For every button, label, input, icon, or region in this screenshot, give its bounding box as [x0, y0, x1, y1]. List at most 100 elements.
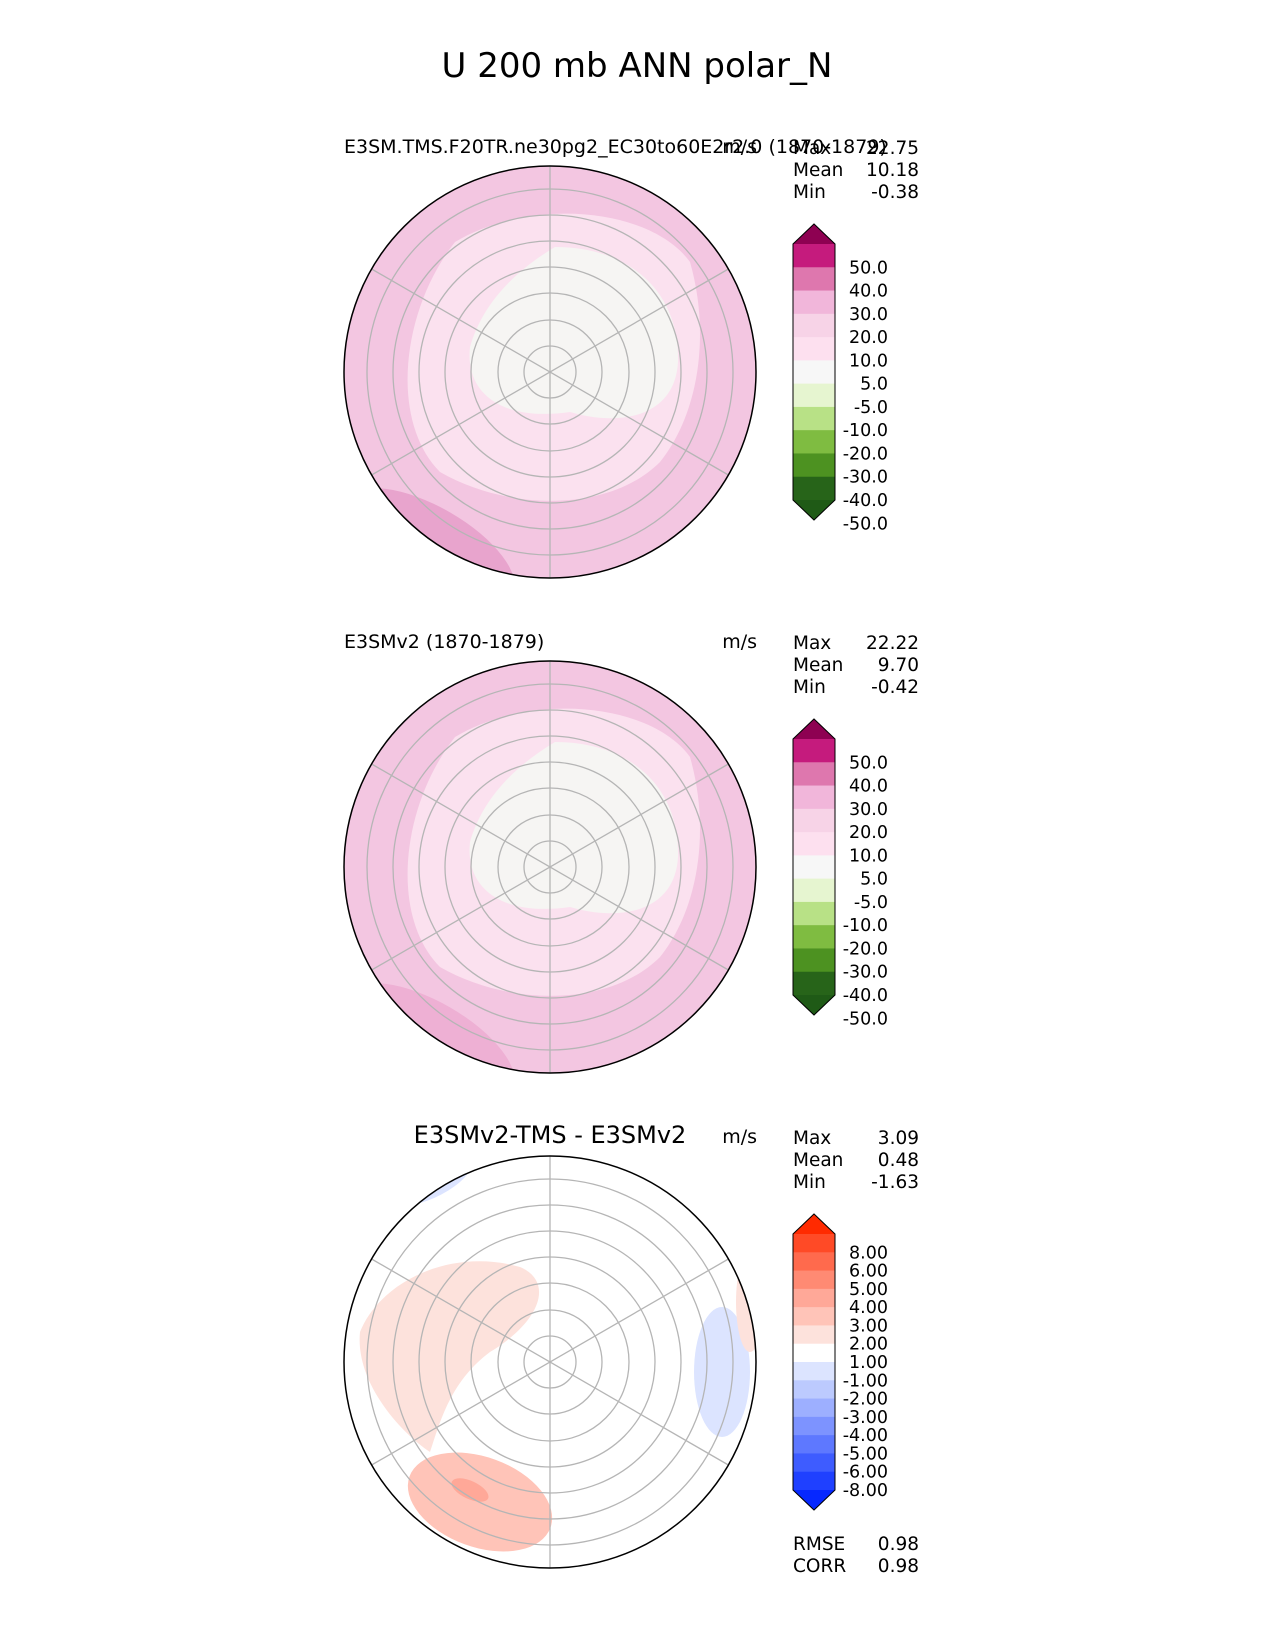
- colorbar-tick-label: -2.00: [843, 1390, 888, 1410]
- colorbar-segment: [793, 762, 835, 787]
- colorbar-segment: [793, 1416, 835, 1436]
- contour-fill: [469, 247, 679, 419]
- map-panel-1: E3SM.TMS.F20TR.ne30pg2_EC30to60E2r2.0 (1…: [343, 136, 919, 579]
- metric-label: CORR: [793, 1556, 846, 1577]
- stat-value: -1.63: [871, 1172, 919, 1193]
- stat-value: 22.22: [866, 633, 919, 654]
- colorbar-segment: [793, 1398, 835, 1418]
- colorbar-extend-bottom: [793, 995, 835, 1015]
- colorbar-segment: [793, 1252, 835, 1272]
- panel-title: E3SMv2 (1870-1879): [344, 631, 544, 653]
- colorbar-segment: [793, 383, 835, 408]
- stat-label: Mean: [793, 1150, 843, 1171]
- panel-title: E3SMv2-TMS - E3SMv2: [414, 1121, 687, 1149]
- stat-label: Min: [793, 182, 826, 203]
- stat-value: 3.09: [878, 1128, 919, 1149]
- stat-label: Max: [793, 138, 831, 159]
- colorbar: 50.0 40.0 30.0 20.0 10.0 5.0 -5.0 -10.0 -20.0 -30…: [792, 718, 888, 1029]
- colorbar-segment: [793, 1343, 835, 1363]
- colorbar-tick-label: -6.00: [843, 1463, 888, 1483]
- colorbar-tick-label: -5.00: [843, 1444, 888, 1464]
- colorbar-segment: [793, 1307, 835, 1326]
- colorbar-tick-label: -30.0: [843, 963, 888, 983]
- colorbar-tick-label: 20.0: [849, 328, 888, 348]
- colorbar-segment: [793, 739, 835, 763]
- colorbar-tick-label: 10.0: [849, 351, 888, 371]
- colorbar-tick-label: 8.00: [849, 1243, 888, 1263]
- colorbar-segment: [793, 1453, 835, 1473]
- map-panel-3: E3SMv2-TMS - E3SMv2 m/s Max 3.09 Mean 0.48 Min…: [343, 1121, 919, 1577]
- colorbar-tick-label: 4.00: [849, 1298, 888, 1318]
- meridian-line: [371, 1258, 729, 1466]
- colorbar-segment: [793, 1435, 835, 1454]
- colorbar: 8.006.005.004.003.002.001.00-1.00-2.00-3…: [792, 1213, 888, 1511]
- colorbar-segment: [793, 901, 835, 926]
- colorbar-tick-label: -20.0: [843, 939, 888, 959]
- colorbar-segment: [793, 430, 835, 454]
- colorbar-segment: [793, 244, 835, 268]
- colorbar-segment: [793, 453, 835, 478]
- colorbar-segment: [793, 1270, 835, 1290]
- colorbar-extend-top: [793, 1214, 835, 1234]
- colorbar-tick-label: 40.0: [849, 777, 888, 797]
- panel-units: m/s: [722, 631, 757, 653]
- panel-units: m/s: [722, 1126, 757, 1148]
- colorbar-tick-label: 5.00: [849, 1280, 888, 1300]
- graticule: [366, 1156, 734, 1568]
- colorbar-tick-label: -3.00: [843, 1408, 888, 1428]
- colorbar-segment: [793, 855, 835, 880]
- colorbar-tick-label: 2.00: [849, 1335, 888, 1355]
- colorbar-segment: [793, 832, 835, 856]
- colorbar-tick-label: 5.0: [860, 870, 888, 890]
- colorbar-extend-bottom: [793, 500, 835, 520]
- stat-label: Min: [793, 1172, 826, 1193]
- colorbar-extend-top: [793, 719, 835, 739]
- colorbar-segment: [793, 1380, 835, 1400]
- colorbar-extend-top: [793, 224, 835, 244]
- stat-value: 10.18: [866, 160, 919, 181]
- colorbar-segment: [793, 785, 835, 810]
- stat-label: Max: [793, 1128, 831, 1149]
- colorbar-segment: [793, 1471, 835, 1491]
- contour-fill: [451, 1478, 489, 1502]
- colorbar-tick-label: 50.0: [849, 258, 888, 278]
- graticule: [366, 166, 734, 578]
- colorbar-tick-label: -4.00: [843, 1426, 888, 1446]
- metric-label: RMSE: [793, 1534, 845, 1555]
- colorbar-segment: [793, 313, 835, 338]
- colorbar-segment: [793, 1234, 835, 1253]
- colorbar-tick-label: 1.00: [849, 1353, 888, 1373]
- colorbar-tick-label: 30.0: [849, 305, 888, 325]
- colorbar-segment: [793, 878, 835, 903]
- stat-value: -0.42: [871, 677, 919, 698]
- colorbar-segment: [793, 267, 835, 292]
- colorbar-tick-label: -40.0: [843, 491, 888, 511]
- stat-label: Mean: [793, 655, 843, 676]
- colorbar-segment: [793, 337, 835, 361]
- map-boundary: [343, 660, 757, 1074]
- contour-fill: [359, 1261, 540, 1452]
- colorbar-outline: [792, 1213, 836, 1511]
- colorbar-segment: [793, 476, 835, 501]
- colorbar-tick-label: -30.0: [843, 468, 888, 488]
- colorbar-extend-bottom: [793, 1490, 835, 1510]
- colorbar-tick-label: 40.0: [849, 282, 888, 302]
- stat-value: -0.38: [871, 182, 919, 203]
- colorbar-outline: [792, 223, 836, 521]
- metric-value: 0.98: [878, 1556, 919, 1577]
- stat-label: Min: [793, 677, 826, 698]
- colorbar-tick-label: 3.00: [849, 1316, 888, 1336]
- colorbar-segment: [793, 360, 835, 385]
- field-shading: [344, 661, 756, 1073]
- stat-label: Mean: [793, 160, 843, 181]
- colorbar-tick-label: -20.0: [843, 444, 888, 464]
- colorbar-outline: [792, 718, 836, 1016]
- map-boundary: [343, 165, 757, 579]
- colorbar-tick-label: 20.0: [849, 823, 888, 843]
- colorbar-segment: [793, 925, 835, 949]
- colorbar-tick-label: -5.0: [854, 893, 888, 913]
- colorbar-segment: [793, 1325, 835, 1345]
- panel-title: E3SM.TMS.F20TR.ne30pg2_EC30to60E2r2.0 (1…: [344, 136, 887, 158]
- colorbar-segment: [793, 971, 835, 996]
